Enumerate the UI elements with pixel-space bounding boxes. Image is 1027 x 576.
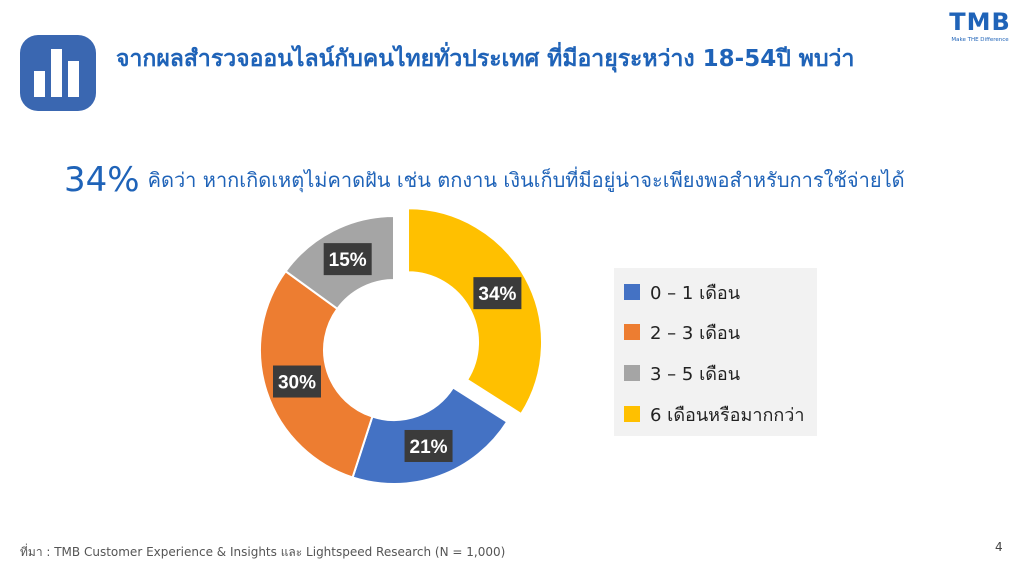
- legend-item: 3 – 5 เดือน: [624, 361, 740, 385]
- chart-legend: 0 – 1 เดือน 2 – 3 เดือน 3 – 5 เดือน 6 เด…: [614, 268, 817, 436]
- data-label: 21%: [404, 429, 453, 462]
- logo-wordmark: TMB: [949, 8, 1011, 36]
- data-label: 15%: [323, 243, 372, 276]
- headline-text: คิดว่า หากเกิดเหตุไม่คาดฝัน เช่น ตกงาน เ…: [147, 168, 905, 192]
- headline: 34% คิดว่า หากเกิดเหตุไม่คาดฝัน เช่น ตกงา…: [64, 160, 1024, 200]
- legend-label: 3 – 5 เดือน: [650, 363, 741, 385]
- legend-swatch: [624, 406, 640, 422]
- legend-swatch: [624, 365, 640, 381]
- legend-label: 2 – 3 เดือน: [650, 322, 741, 344]
- legend-swatch: [624, 284, 640, 300]
- data-label: 30%: [272, 365, 321, 398]
- legend-label: 6 เดือนหรือมากกว่า: [650, 404, 805, 426]
- donut-chart: 34% 21% 30% 15%: [259, 208, 544, 485]
- chart-icon: [20, 35, 96, 111]
- legend-label: 0 – 1 เดือน: [650, 282, 741, 304]
- data-label-box: [404, 429, 453, 462]
- legend-item: 6 เดือนหรือมากกว่า: [624, 402, 804, 426]
- data-label-text: 30%: [278, 373, 316, 394]
- logo-tagline: Make THE Difference: [951, 37, 1009, 43]
- headline-percent: 34%: [64, 160, 140, 200]
- page-title: จากผลสำรวจออนไลน์กับคนไทยทั่วประเทศ ที่ม…: [116, 46, 855, 72]
- data-label-text: 34%: [478, 284, 516, 305]
- source-note: ที่มา : TMB Customer Experience & Insigh…: [20, 545, 506, 559]
- legend-item: 2 – 3 เดือน: [624, 320, 740, 344]
- legend-item: 0 – 1 เดือน: [624, 280, 740, 304]
- tmb-logo: TMB Make THE Difference: [945, 8, 1015, 44]
- data-label-box: [473, 277, 522, 310]
- data-label-box: [323, 243, 372, 276]
- data-label-text: 21%: [410, 437, 448, 458]
- data-label-text: 15%: [329, 250, 367, 271]
- data-label-box: [272, 365, 321, 398]
- data-label: 34%: [473, 277, 522, 310]
- donut-slice: [407, 208, 544, 416]
- legend-swatch: [624, 324, 640, 340]
- page-number: 4: [995, 540, 1003, 554]
